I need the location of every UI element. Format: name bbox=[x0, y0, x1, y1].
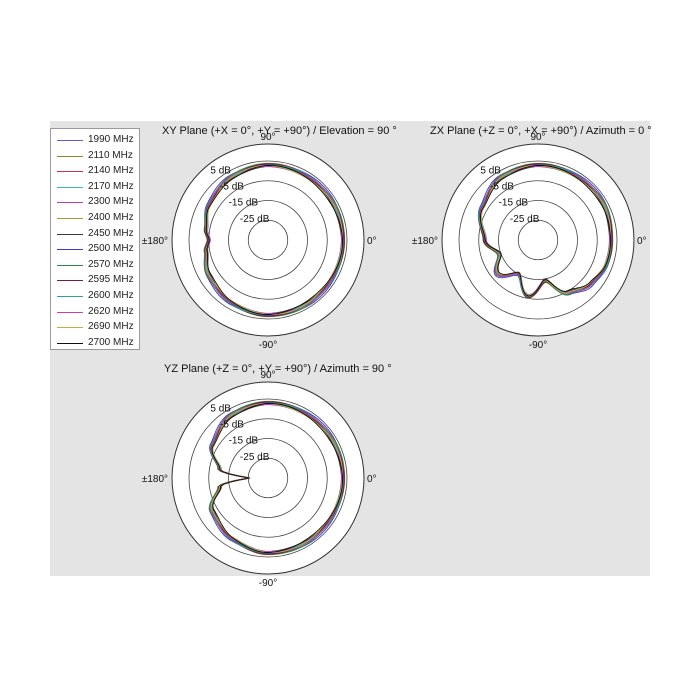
polar-grid-ring bbox=[458, 160, 618, 320]
db-ring-label: -5 dB bbox=[220, 181, 244, 192]
pattern-curve bbox=[211, 403, 343, 553]
legend-swatch bbox=[57, 233, 83, 235]
polar-outer-ring bbox=[441, 143, 635, 337]
xy-plot-title: XY Plane (+X = 0°, +Y = +90°) / Elevatio… bbox=[162, 125, 397, 137]
polar-grid-ring bbox=[247, 219, 289, 261]
legend-entry: 2700 MHz bbox=[51, 336, 139, 351]
legend-entry: 1990 MHz bbox=[51, 133, 139, 148]
legend-swatch bbox=[57, 342, 83, 344]
legend-swatch bbox=[57, 202, 83, 204]
polar-grid-ring bbox=[188, 398, 348, 558]
pattern-curve bbox=[205, 165, 343, 315]
pattern-curve bbox=[479, 166, 611, 296]
legend-entry: 2595 MHz bbox=[51, 273, 139, 288]
legend-entry: 2140 MHz bbox=[51, 164, 139, 179]
legend-label: 2600 MHz bbox=[88, 290, 134, 301]
legend-swatch bbox=[57, 311, 83, 313]
polar-grid-ring bbox=[228, 438, 308, 518]
angle-label-180: ±180° bbox=[412, 236, 438, 247]
db-ring-label: -25 dB bbox=[510, 214, 540, 225]
legend-swatch bbox=[57, 296, 83, 297]
angle-label-90: 90° bbox=[260, 132, 275, 143]
legend-entry: 2620 MHz bbox=[51, 305, 139, 320]
polar-grid-ring bbox=[228, 200, 308, 280]
angle-label-90: 90° bbox=[260, 370, 275, 381]
polar-outer-ring bbox=[171, 381, 365, 575]
db-ring-label: -15 dB bbox=[229, 436, 259, 447]
legend-swatch bbox=[57, 140, 83, 141]
angle-label-minus90: -90° bbox=[259, 340, 277, 351]
polar-grid-ring bbox=[498, 200, 578, 280]
legend-swatch bbox=[57, 218, 83, 219]
legend-swatch bbox=[57, 171, 83, 173]
legend-label: 2170 MHz bbox=[88, 180, 134, 192]
legend-label: 2450 MHz bbox=[88, 227, 134, 239]
zx-polar-plot: 5 dB -5 dB -15 dB -25 dB 90° -90° ±180° 0° bbox=[412, 132, 647, 351]
angle-label-minus90: -90° bbox=[259, 578, 277, 589]
legend: 1990 MHz 2110 MHz 2140 MHz 2170 MHz 2300 MHz… bbox=[50, 128, 140, 350]
zx-plot-title: ZX Plane (+Z = 0°, +X = +90°) / Azimuth … bbox=[430, 125, 652, 137]
angle-label-180: ±180° bbox=[142, 236, 168, 247]
legend-swatch bbox=[57, 186, 83, 188]
legend-label: 2700 MHz bbox=[88, 336, 134, 348]
legend-swatch bbox=[57, 155, 83, 157]
legend-label: 2110 MHz bbox=[88, 149, 133, 161]
polar-grid-ring bbox=[208, 418, 328, 538]
legend-swatch bbox=[57, 249, 83, 251]
polar-grid-ring bbox=[478, 180, 598, 300]
polar-grid-ring bbox=[517, 219, 559, 261]
yz-plot-title: YZ Plane (+Z = 0°, +Y = +90°) / Azimuth … bbox=[164, 363, 392, 375]
legend-label: 1990 MHz bbox=[88, 134, 134, 145]
db-ring-label: -15 dB bbox=[229, 198, 259, 209]
legend-entry: 2170 MHz bbox=[51, 180, 139, 195]
legend-entry: 2400 MHz bbox=[51, 211, 139, 226]
legend-entry: 2110 MHz bbox=[51, 149, 139, 164]
angle-label-minus90: -90° bbox=[529, 340, 547, 351]
xy-polar-plot: 5 dB -5 dB -15 dB -25 dB 90° -90° ±180° 0° bbox=[142, 132, 377, 351]
polar-grid-ring bbox=[188, 160, 348, 320]
legend-swatch bbox=[57, 327, 83, 329]
legend-label: 2500 MHz bbox=[88, 243, 134, 255]
db-ring-label: 5 dB bbox=[480, 165, 501, 176]
angle-label-0: 0° bbox=[367, 236, 377, 247]
legend-label: 2620 MHz bbox=[88, 305, 134, 317]
legend-label: 2140 MHz bbox=[88, 165, 134, 177]
legend-entry: 2450 MHz bbox=[51, 227, 139, 242]
chart-panel: 1990 MHz 2110 MHz 2140 MHz 2170 MHz 2300 MHz… bbox=[50, 121, 652, 589]
angle-label-180: ±180° bbox=[142, 474, 168, 485]
legend-label: 2595 MHz bbox=[88, 274, 134, 286]
legend-swatch bbox=[57, 280, 83, 282]
angle-label-0: 0° bbox=[637, 236, 647, 247]
db-ring-label: 5 dB bbox=[210, 403, 231, 414]
angle-label-90: 90° bbox=[530, 132, 545, 143]
db-ring-label: -5 dB bbox=[220, 419, 244, 430]
legend-entry: 2600 MHz bbox=[51, 289, 139, 304]
angle-label-0: 0° bbox=[367, 474, 377, 485]
db-ring-label: -25 dB bbox=[240, 452, 270, 463]
legend-label: 2570 MHz bbox=[88, 258, 134, 270]
legend-entry: 2500 MHz bbox=[51, 242, 139, 257]
legend-label: 2400 MHz bbox=[88, 212, 134, 223]
legend-label: 2300 MHz bbox=[88, 196, 134, 208]
legend-entry: 2570 MHz bbox=[51, 258, 139, 273]
polar-outer-ring bbox=[171, 143, 365, 337]
legend-swatch bbox=[57, 264, 83, 266]
db-ring-label: 5 dB bbox=[210, 165, 231, 176]
db-ring-label: -5 dB bbox=[490, 181, 514, 192]
legend-label: 2690 MHz bbox=[88, 321, 134, 333]
yz-polar-plot: 5 dB -5 dB -15 dB -25 dB 90° -90° ±180° 0° bbox=[142, 370, 377, 589]
pattern-curve bbox=[205, 166, 342, 314]
legend-entry: 2690 MHz bbox=[51, 320, 139, 335]
pattern-curve bbox=[480, 165, 611, 297]
legend-entry: 2300 MHz bbox=[51, 195, 139, 210]
db-ring-label: -25 dB bbox=[240, 214, 270, 225]
db-ring-label: -15 dB bbox=[499, 198, 529, 209]
